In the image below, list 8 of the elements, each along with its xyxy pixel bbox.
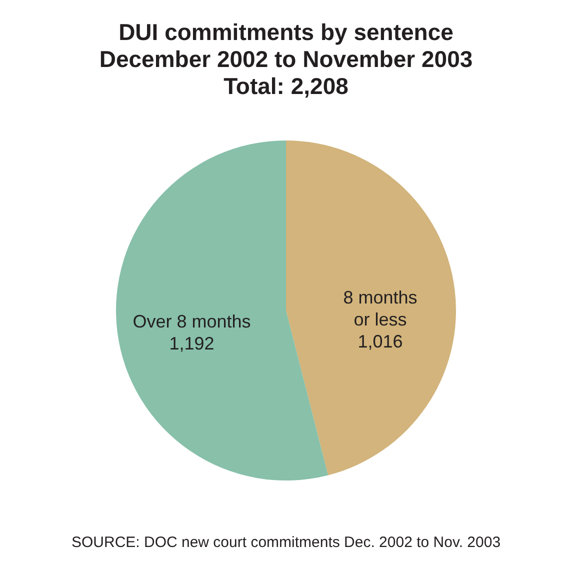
pie-slice bbox=[116, 140, 328, 480]
pie-slice bbox=[286, 140, 456, 476]
chart-title: DUI commitments by sentence December 2002 to November 2003 Total: 2,208 bbox=[99, 19, 473, 99]
data-label: 1,192 bbox=[169, 333, 214, 354]
source-note: SOURCE: DOC new court commitments Dec. 2002 to Nov. 2003 bbox=[71, 534, 501, 551]
data-label: 1,016 bbox=[358, 332, 403, 352]
slice-label: 8 months or less bbox=[343, 288, 418, 330]
slice-label: Over 8 months bbox=[132, 311, 251, 332]
